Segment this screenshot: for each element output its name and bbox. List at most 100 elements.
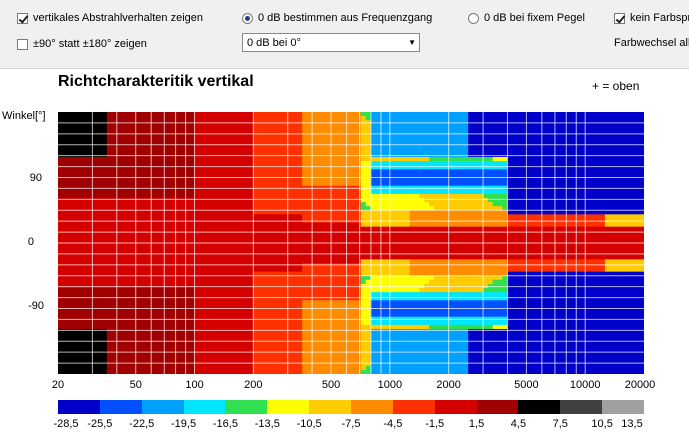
heatmap-cell (297, 333, 303, 338)
heatmap-cell (409, 230, 416, 236)
heatmap-cell (199, 288, 206, 293)
heatmap-cell (248, 124, 254, 129)
heatmap-cell (253, 345, 259, 351)
heatmap-cell (180, 173, 186, 179)
heatmap-cell (97, 124, 103, 129)
heatmap-cell (131, 345, 137, 351)
heatmap-cell (424, 345, 430, 351)
nocolor-checkbox[interactable]: kein Farbspr (614, 10, 689, 26)
heatmap-cell (131, 369, 137, 374)
heatmap-cell (272, 112, 279, 117)
heatmap-cell (351, 206, 357, 211)
heatmap-cell (136, 247, 142, 252)
heatmap-cell (341, 132, 347, 138)
heatmap-cell (219, 275, 225, 281)
heatmap-cell (429, 247, 435, 252)
dropdown-arrow-icon[interactable]: ▼ (408, 38, 416, 47)
heatmap-cell (365, 369, 372, 374)
heatmap-cell (321, 238, 328, 244)
heatmap-cell (238, 341, 245, 346)
checkbox-checked-icon[interactable] (17, 12, 28, 24)
heatmap-cell (258, 157, 264, 162)
heatmap-cell (194, 136, 201, 142)
heatmap-cell (224, 206, 230, 211)
heatmap-cell (248, 300, 254, 305)
heatmap-cell (126, 161, 132, 166)
heatmap-cell (209, 206, 215, 211)
heatmap-cell (67, 308, 74, 314)
checkbox-checked-icon[interactable] (614, 12, 625, 24)
heatmap-cell (72, 247, 79, 252)
heatmap-cell (77, 177, 84, 183)
heatmap-cell (62, 214, 69, 220)
heatmap-cell (311, 197, 318, 203)
heatmap-cell (404, 300, 411, 305)
range-checkbox[interactable]: ±90° statt ±180° zeigen (17, 36, 147, 52)
heatmap-cell (307, 275, 313, 281)
radio-selected-icon[interactable] (242, 12, 253, 24)
heatmap-cell (155, 320, 162, 326)
heatmap-cell (72, 259, 79, 265)
heatmap-cell (346, 124, 352, 129)
heatmap-cell (62, 357, 69, 363)
heatmap-cell (311, 206, 318, 211)
heatmap-cell (141, 271, 147, 277)
heatmap-cell (72, 197, 79, 203)
heatmap-cell (419, 312, 425, 318)
heatmap-cell (77, 210, 84, 215)
heatmap-cell (346, 292, 352, 297)
heatmap-cell (399, 292, 406, 297)
heatmap-cell (219, 169, 225, 174)
heatmap-cell (214, 337, 220, 342)
heatmap-cell (341, 312, 347, 318)
heatmap-cell (321, 112, 328, 117)
heatmap-cell (390, 304, 396, 310)
heatmap-cell (355, 169, 362, 174)
reference-select[interactable]: 0 dB bei 0° ▼ (242, 33, 420, 52)
heatmap-cell (58, 132, 64, 138)
heatmap-cell (424, 259, 430, 265)
heatmap-cell (287, 136, 293, 142)
heatmap-cell (214, 361, 220, 367)
heatmap-cell (228, 193, 235, 199)
heatmap-cell (326, 328, 333, 334)
heatmap-cell (155, 210, 162, 215)
heatmap-cell (106, 341, 113, 346)
heatmap-cell (97, 136, 103, 142)
heatmap-cell (370, 226, 377, 232)
heatmap-cell (219, 361, 225, 367)
heatmap-cell (394, 140, 401, 146)
heatmap-cell (214, 165, 220, 170)
heatmap-cell (390, 157, 396, 162)
heatmap-cell (228, 357, 235, 363)
vertical-checkbox[interactable]: vertikales Abstrahlverhalten zeigen (17, 10, 203, 26)
heatmap-cell (321, 189, 328, 195)
heatmap-cell (77, 312, 84, 318)
heatmap-cell (126, 333, 132, 338)
radio-fixed[interactable]: 0 dB bei fixem Pegel (468, 10, 585, 26)
radio-freq[interactable]: 0 dB bestimmen aus Frequenzgang (242, 10, 432, 26)
heatmap-cell (336, 255, 342, 260)
heatmap-cell (111, 226, 118, 232)
heatmap-cell (58, 369, 64, 374)
radio-unselected-icon[interactable] (468, 12, 479, 24)
heatmap-cell (194, 247, 201, 252)
heatmap-cell (258, 324, 264, 330)
heatmap-cell (287, 202, 293, 207)
heatmap-cell (219, 255, 225, 260)
checkbox-unchecked-icon[interactable] (17, 38, 28, 50)
heatmap-cell (385, 312, 391, 318)
heatmap-cell (399, 177, 406, 183)
heatmap-cell (141, 173, 147, 179)
heatmap-cell (287, 328, 293, 334)
heatmap-cell (394, 189, 401, 195)
heatmap-cell (253, 279, 259, 285)
heatmap-cell (365, 136, 372, 142)
heatmap-cell (307, 148, 313, 154)
heatmap-cell (365, 341, 372, 346)
heatmap-cell (97, 271, 103, 277)
heatmap-cell (394, 296, 401, 301)
heatmap-cell (365, 173, 372, 179)
heatmap-cell (429, 144, 435, 150)
heatmap-cell (150, 292, 157, 297)
